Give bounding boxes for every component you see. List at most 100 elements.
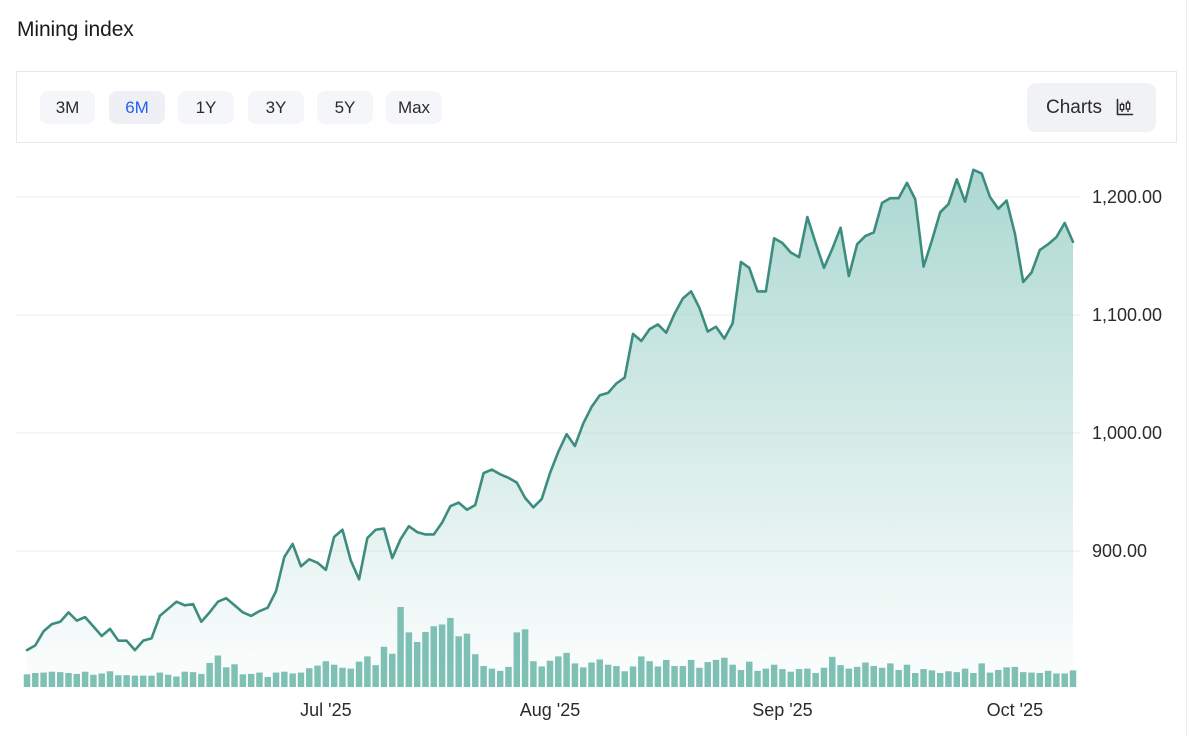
volume-bar <box>579 667 587 687</box>
volume-bar <box>829 656 836 687</box>
volume-bar <box>297 672 305 687</box>
charts-button[interactable]: Charts <box>1027 83 1156 132</box>
volume-bar <box>23 674 31 687</box>
volume-bar <box>845 668 853 687</box>
volume-bar <box>538 666 545 687</box>
page-title: Mining index <box>17 18 134 41</box>
volume-bar <box>505 666 512 687</box>
volume-bar <box>903 664 911 687</box>
volume-bar <box>123 675 130 687</box>
volume-bar <box>995 669 1002 687</box>
y-tick-label: 900.00 <box>1092 541 1147 561</box>
volume-bar <box>148 675 155 687</box>
volume-bar <box>73 673 81 687</box>
volume-bar <box>90 674 97 687</box>
volume-bar <box>314 665 321 687</box>
volume-bar <box>272 672 280 687</box>
volume-bar <box>463 633 471 687</box>
volume-bar <box>223 667 230 687</box>
y-tick-label: 1,100.00 <box>1092 305 1162 325</box>
range-toolbar: 3M 6M 1Y 3Y 5Y Max Charts <box>16 71 1177 143</box>
volume-bar <box>862 662 869 687</box>
volume-bar <box>413 641 421 687</box>
volume-bar <box>613 666 620 687</box>
volume-bar <box>430 626 438 687</box>
volume-bar <box>405 632 413 687</box>
volume-bar <box>912 673 919 687</box>
volume-bar <box>256 672 263 687</box>
volume-bar <box>173 676 180 687</box>
volume-bar <box>887 663 894 687</box>
volume-bar <box>488 668 496 687</box>
volume-bar <box>247 673 255 687</box>
volume-bar <box>239 674 247 687</box>
volume-bar <box>455 636 462 687</box>
volume-bar <box>961 668 969 687</box>
price-area <box>27 169 1073 688</box>
volume-bar <box>1019 672 1027 687</box>
volume-bar <box>397 607 404 687</box>
volume-bar <box>795 669 803 687</box>
volume-bar <box>928 670 936 687</box>
volume-bar <box>779 669 786 687</box>
volume-bar <box>737 669 745 687</box>
range-button-3m[interactable]: 3M <box>40 91 95 124</box>
range-button-6m[interactable]: 6M <box>109 91 165 124</box>
range-button-1y[interactable]: 1Y <box>178 91 234 124</box>
volume-bar <box>687 659 695 687</box>
price-line <box>25 168 1075 652</box>
volume-bar <box>696 667 703 687</box>
volume-bar <box>513 632 521 687</box>
volume-bar <box>139 675 147 687</box>
volume-bar <box>81 671 89 687</box>
volume-bar <box>604 664 612 687</box>
volume-bar <box>953 672 961 687</box>
volume-bar <box>646 661 653 687</box>
volume-bar <box>638 656 645 687</box>
volume-bar <box>521 629 529 687</box>
volume-bar <box>48 671 56 687</box>
volume-bar <box>355 661 363 687</box>
volume-bar <box>1028 672 1035 687</box>
volume-bar <box>1069 670 1077 687</box>
volume-bar <box>40 672 47 687</box>
volume-bar <box>289 673 296 687</box>
volume-bar <box>438 624 446 687</box>
volume-bar <box>372 665 379 687</box>
volume-bar <box>986 672 994 687</box>
volume-bar <box>721 657 728 687</box>
volume-bar <box>330 664 338 687</box>
volume-bar <box>447 617 454 687</box>
volume-bar <box>812 673 819 687</box>
volume-bar <box>546 660 554 687</box>
volume-bar <box>920 669 927 687</box>
volume-bar <box>704 662 711 687</box>
volume-bar <box>339 667 346 687</box>
volume-bar <box>206 662 213 687</box>
x-tick-label: Aug '25 <box>520 700 581 720</box>
volume-bar <box>837 665 844 687</box>
range-button-3y[interactable]: 3Y <box>248 91 304 124</box>
volume-bar <box>729 664 736 687</box>
range-button-5y[interactable]: 5Y <box>317 91 373 124</box>
volume-bar <box>1061 673 1068 687</box>
range-button-max[interactable]: Max <box>386 91 442 124</box>
volume-bar <box>571 663 579 687</box>
volume-bar <box>671 666 678 687</box>
volume-bar <box>131 675 139 687</box>
volume-bar <box>347 668 354 687</box>
volume-bar <box>870 666 877 687</box>
x-tick-label: Sep '25 <box>752 700 813 720</box>
volume-bar <box>264 676 271 687</box>
volume-bar <box>970 673 977 687</box>
volume-bar <box>1003 667 1010 687</box>
volume-bar <box>555 656 562 687</box>
candlestick-chart-icon <box>1116 98 1134 116</box>
volume-bar <box>712 659 720 687</box>
volume-bar <box>662 659 670 687</box>
volume-bar <box>936 673 944 687</box>
volume-bar <box>156 672 164 687</box>
volume-bar <box>1044 670 1052 687</box>
volume-bar <box>853 666 861 687</box>
volume-bar <box>181 671 188 687</box>
